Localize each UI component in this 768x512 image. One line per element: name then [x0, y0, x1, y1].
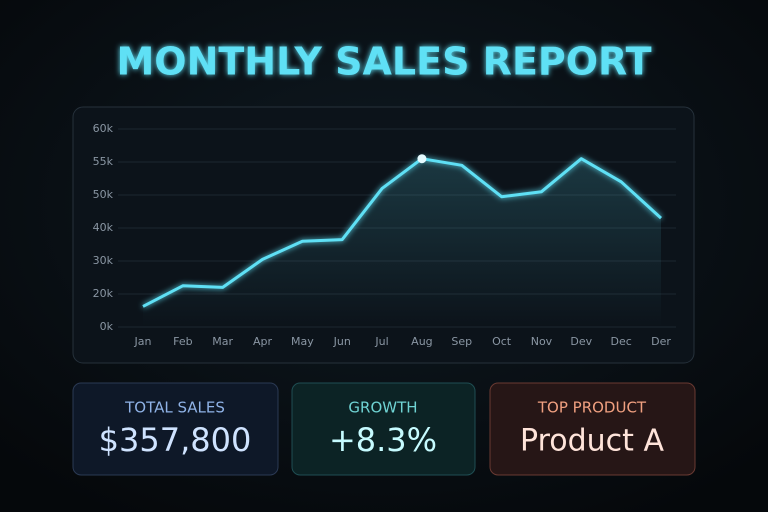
- card-value: Product A: [520, 424, 664, 459]
- y-tick-label: 60k: [93, 122, 114, 135]
- y-tick-label: 0k: [100, 320, 114, 333]
- card-box: [291, 382, 476, 476]
- card-label: GROWTH: [348, 399, 417, 417]
- y-tick-label: 55k: [93, 155, 114, 168]
- y-tick-label: 50k: [93, 188, 114, 201]
- x-tick-label: Oct: [492, 335, 512, 348]
- card-value: +8.3%: [329, 421, 437, 459]
- card-box: [489, 382, 696, 476]
- x-tick-label: Apr: [253, 335, 273, 348]
- y-tick-label: 40k: [93, 221, 114, 234]
- peak-dot: [417, 154, 427, 164]
- x-tick-label: Nov: [531, 335, 553, 348]
- y-tick-label: 20k: [93, 287, 114, 300]
- card: TOP PRODUCT Product A: [489, 382, 696, 476]
- plot: 0k 20k 30k 40k 50k 55k 60k Jan Feb Mar Apr May Jun Ju…: [93, 122, 676, 348]
- x-tick-label: Dev: [570, 335, 592, 348]
- card-label: TOP PRODUCT: [537, 399, 647, 417]
- x-tick-label: May: [291, 335, 314, 348]
- x-tick-label: Jan: [134, 335, 152, 348]
- x-tick-label: Mar: [212, 335, 233, 348]
- x-tick-label: Aug: [411, 335, 432, 348]
- x-tick-label: Feb: [173, 335, 192, 348]
- card: TOTAL SALES $357,800: [72, 382, 279, 476]
- x-tick-label: Jul: [374, 335, 388, 348]
- x-tick-label: Jun: [333, 335, 351, 348]
- y-tick-label: 30k: [93, 254, 114, 267]
- x-tick-label: Dec: [611, 335, 632, 348]
- card: GROWTH +8.3%: [291, 382, 476, 476]
- x-tick-label: Sep: [451, 335, 472, 348]
- card-box: [72, 382, 279, 476]
- card-label: TOTAL SALES: [124, 399, 225, 417]
- page-title: MONTHLY SALES REPORT: [116, 40, 651, 84]
- x-tick-label: Der: [651, 335, 671, 348]
- line: [142, 157, 663, 308]
- area: [143, 158, 661, 327]
- card-value: $357,800: [99, 421, 252, 459]
